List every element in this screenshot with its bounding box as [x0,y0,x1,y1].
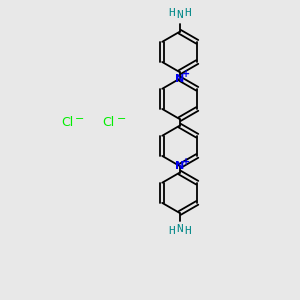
Text: +: + [182,69,190,79]
Text: H: H [185,8,191,18]
Text: H: H [185,226,191,236]
Text: N: N [175,161,184,171]
Text: −: − [75,114,85,124]
Text: N: N [176,11,183,20]
Text: Cl: Cl [61,116,73,129]
Text: H: H [168,226,175,236]
Text: H: H [168,8,175,18]
Text: N: N [176,224,183,234]
Text: +: + [182,157,190,166]
Text: N: N [175,74,184,84]
Text: −: − [117,114,126,124]
Text: Cl: Cl [102,116,115,129]
